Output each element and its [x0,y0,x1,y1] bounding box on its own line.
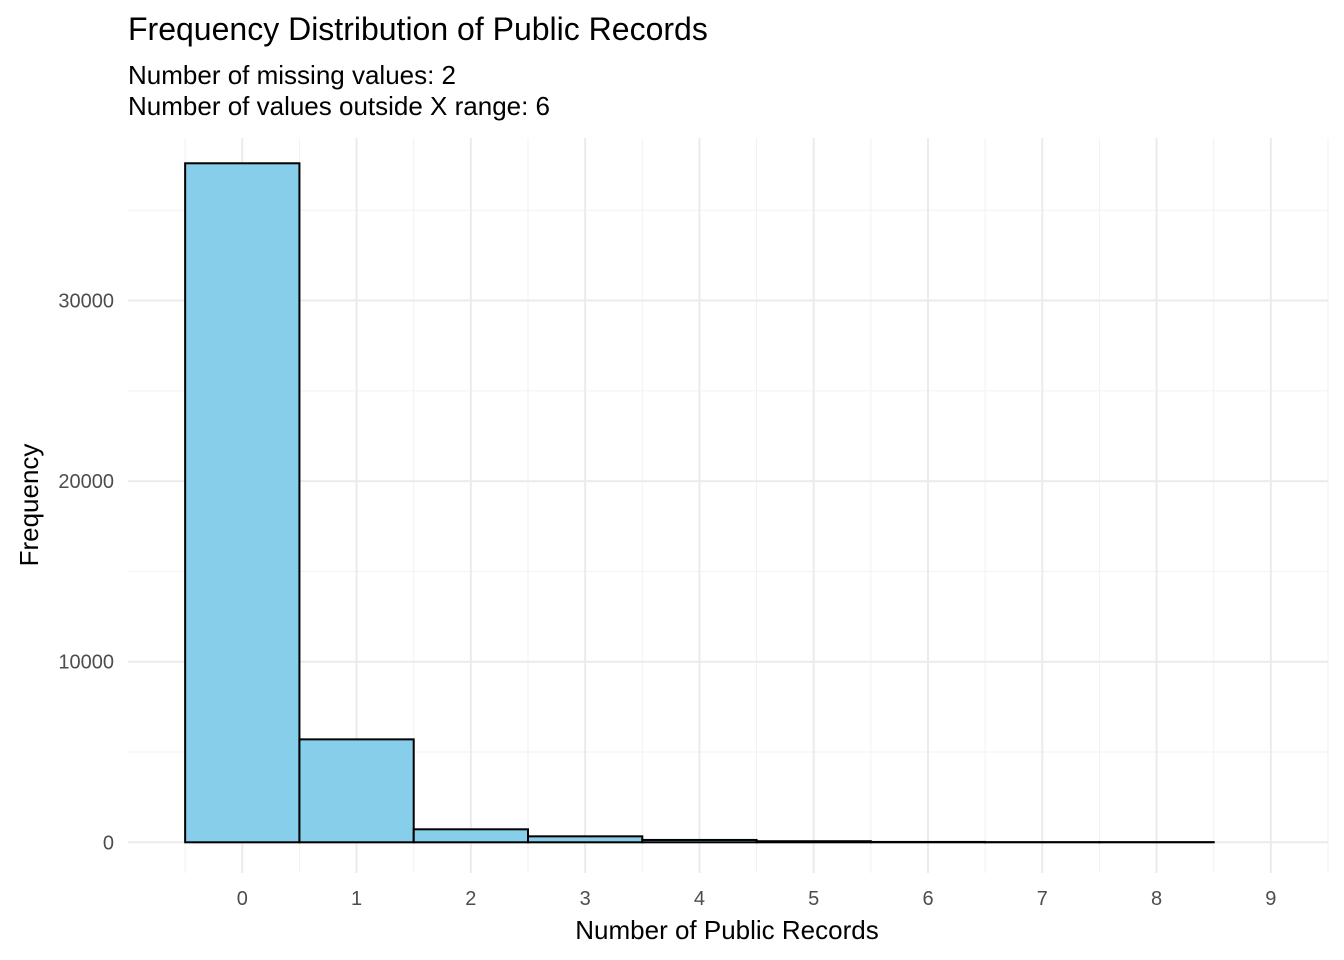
histogram-bar-1 [298,738,415,844]
histogram-bar-5 [755,840,872,844]
y-tick-label: 30000 [58,291,114,313]
y-tick-label: 10000 [58,652,114,674]
x-tick-label: 8 [1151,888,1162,910]
histogram-bar-4 [641,838,758,844]
histogram-bar-3 [527,835,644,844]
histogram-bar-2 [412,828,530,844]
x-axis-ticks: 0 1 2 3 4 5 6 7 8 9 [237,888,1277,910]
chart-subtitle-missing: Number of missing values: 2 [128,60,456,90]
histogram-bar-0 [184,162,301,844]
y-tick-label: 20000 [58,471,114,493]
x-tick-label: 7 [1037,888,1048,910]
x-tick-label: 5 [808,888,819,910]
histogram-bars [184,162,1215,844]
x-tick-label: 1 [351,888,362,910]
chart-title: Frequency Distribution of Public Records [128,11,708,47]
y-axis-title: Frequency [14,444,44,567]
y-axis-ticks: 0 10000 20000 30000 [58,291,114,855]
x-tick-label: 0 [237,888,248,910]
x-tick-label: 4 [694,888,705,910]
x-tick-label: 3 [580,888,591,910]
chart-subtitle-outside-range: Number of values outside X range: 6 [128,91,550,121]
x-axis-title: Number of Public Records [575,915,878,945]
x-tick-label: 6 [922,888,933,910]
y-tick-label: 0 [103,832,114,854]
x-tick-label: 2 [465,888,476,910]
x-tick-label: 9 [1265,888,1276,910]
